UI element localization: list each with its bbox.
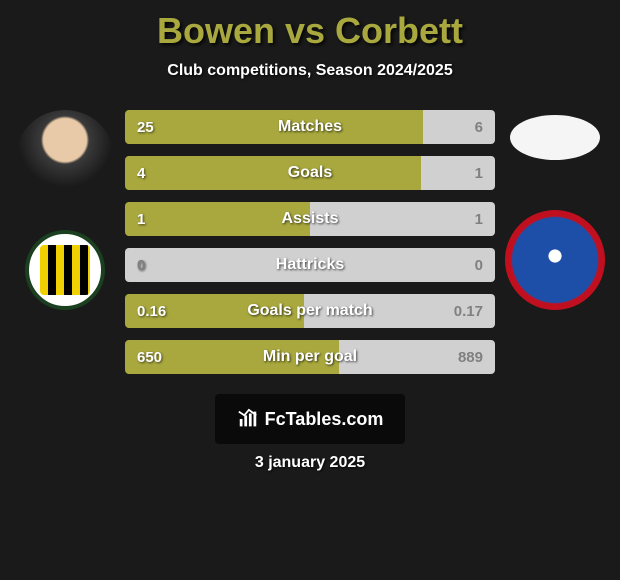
- stat-bar-hattricks: 0 0 Hattricks: [125, 248, 495, 282]
- stat-left-value: 4: [137, 165, 145, 182]
- chart-icon: [237, 408, 259, 430]
- right-column: [500, 110, 610, 310]
- footer-date: 3 january 2025: [0, 454, 620, 472]
- player-photo-left: [15, 110, 115, 210]
- left-column: [10, 110, 120, 310]
- stat-right-value: 1: [475, 211, 483, 228]
- stat-right-segment: 6: [423, 110, 495, 144]
- stat-right-segment: 889: [339, 340, 495, 374]
- stat-label: Matches: [278, 118, 342, 136]
- club-badge-left: [25, 230, 105, 310]
- stat-left-segment: 4: [125, 156, 421, 190]
- stat-left-value: 25: [137, 119, 154, 136]
- main-area: 25 6 Matches 4 1 Goals 1 1 Assists 0 0 Hattricks 0.1…: [0, 110, 620, 374]
- stat-label: Hattricks: [276, 256, 344, 274]
- stat-label: Goals per match: [247, 302, 372, 320]
- stat-bar-assists: 1 1 Assists: [125, 202, 495, 236]
- stat-right-value: 0.17: [454, 303, 483, 320]
- stat-right-value: 1: [475, 165, 483, 182]
- stat-bar-matches: 25 6 Matches: [125, 110, 495, 144]
- stat-bar-goals: 4 1 Goals: [125, 156, 495, 190]
- comparison-infographic: Bowen vs Corbett Club competitions, Seas…: [0, 0, 620, 580]
- stat-label: Min per goal: [263, 348, 357, 366]
- stat-right-value: 0: [475, 257, 483, 274]
- stat-left-value: 650: [137, 349, 162, 366]
- stat-left-value: 0: [137, 257, 145, 274]
- page-title: Bowen vs Corbett: [0, 10, 620, 52]
- stat-left-segment: 0: [125, 248, 169, 282]
- stat-left-value: 0.16: [137, 303, 166, 320]
- player-photo-right: [510, 115, 600, 160]
- stats-column: 25 6 Matches 4 1 Goals 1 1 Assists 0 0 Hattricks 0.1…: [120, 110, 500, 374]
- stat-label: Goals: [288, 164, 332, 182]
- stat-label: Assists: [282, 210, 339, 228]
- stat-right-value: 889: [458, 349, 483, 366]
- stat-left-segment: 25: [125, 110, 423, 144]
- brand-logo: FcTables.com: [215, 394, 405, 444]
- page-subtitle: Club competitions, Season 2024/2025: [0, 62, 620, 80]
- stat-bar-goals-per-match: 0.16 0.17 Goals per match: [125, 294, 495, 328]
- stat-bar-min-per-goal: 650 889 Min per goal: [125, 340, 495, 374]
- stat-right-value: 6: [475, 119, 483, 136]
- club-badge-right: [505, 210, 605, 310]
- stat-left-value: 1: [137, 211, 145, 228]
- brand-text: FcTables.com: [265, 409, 384, 430]
- stat-right-segment: 1: [421, 156, 495, 190]
